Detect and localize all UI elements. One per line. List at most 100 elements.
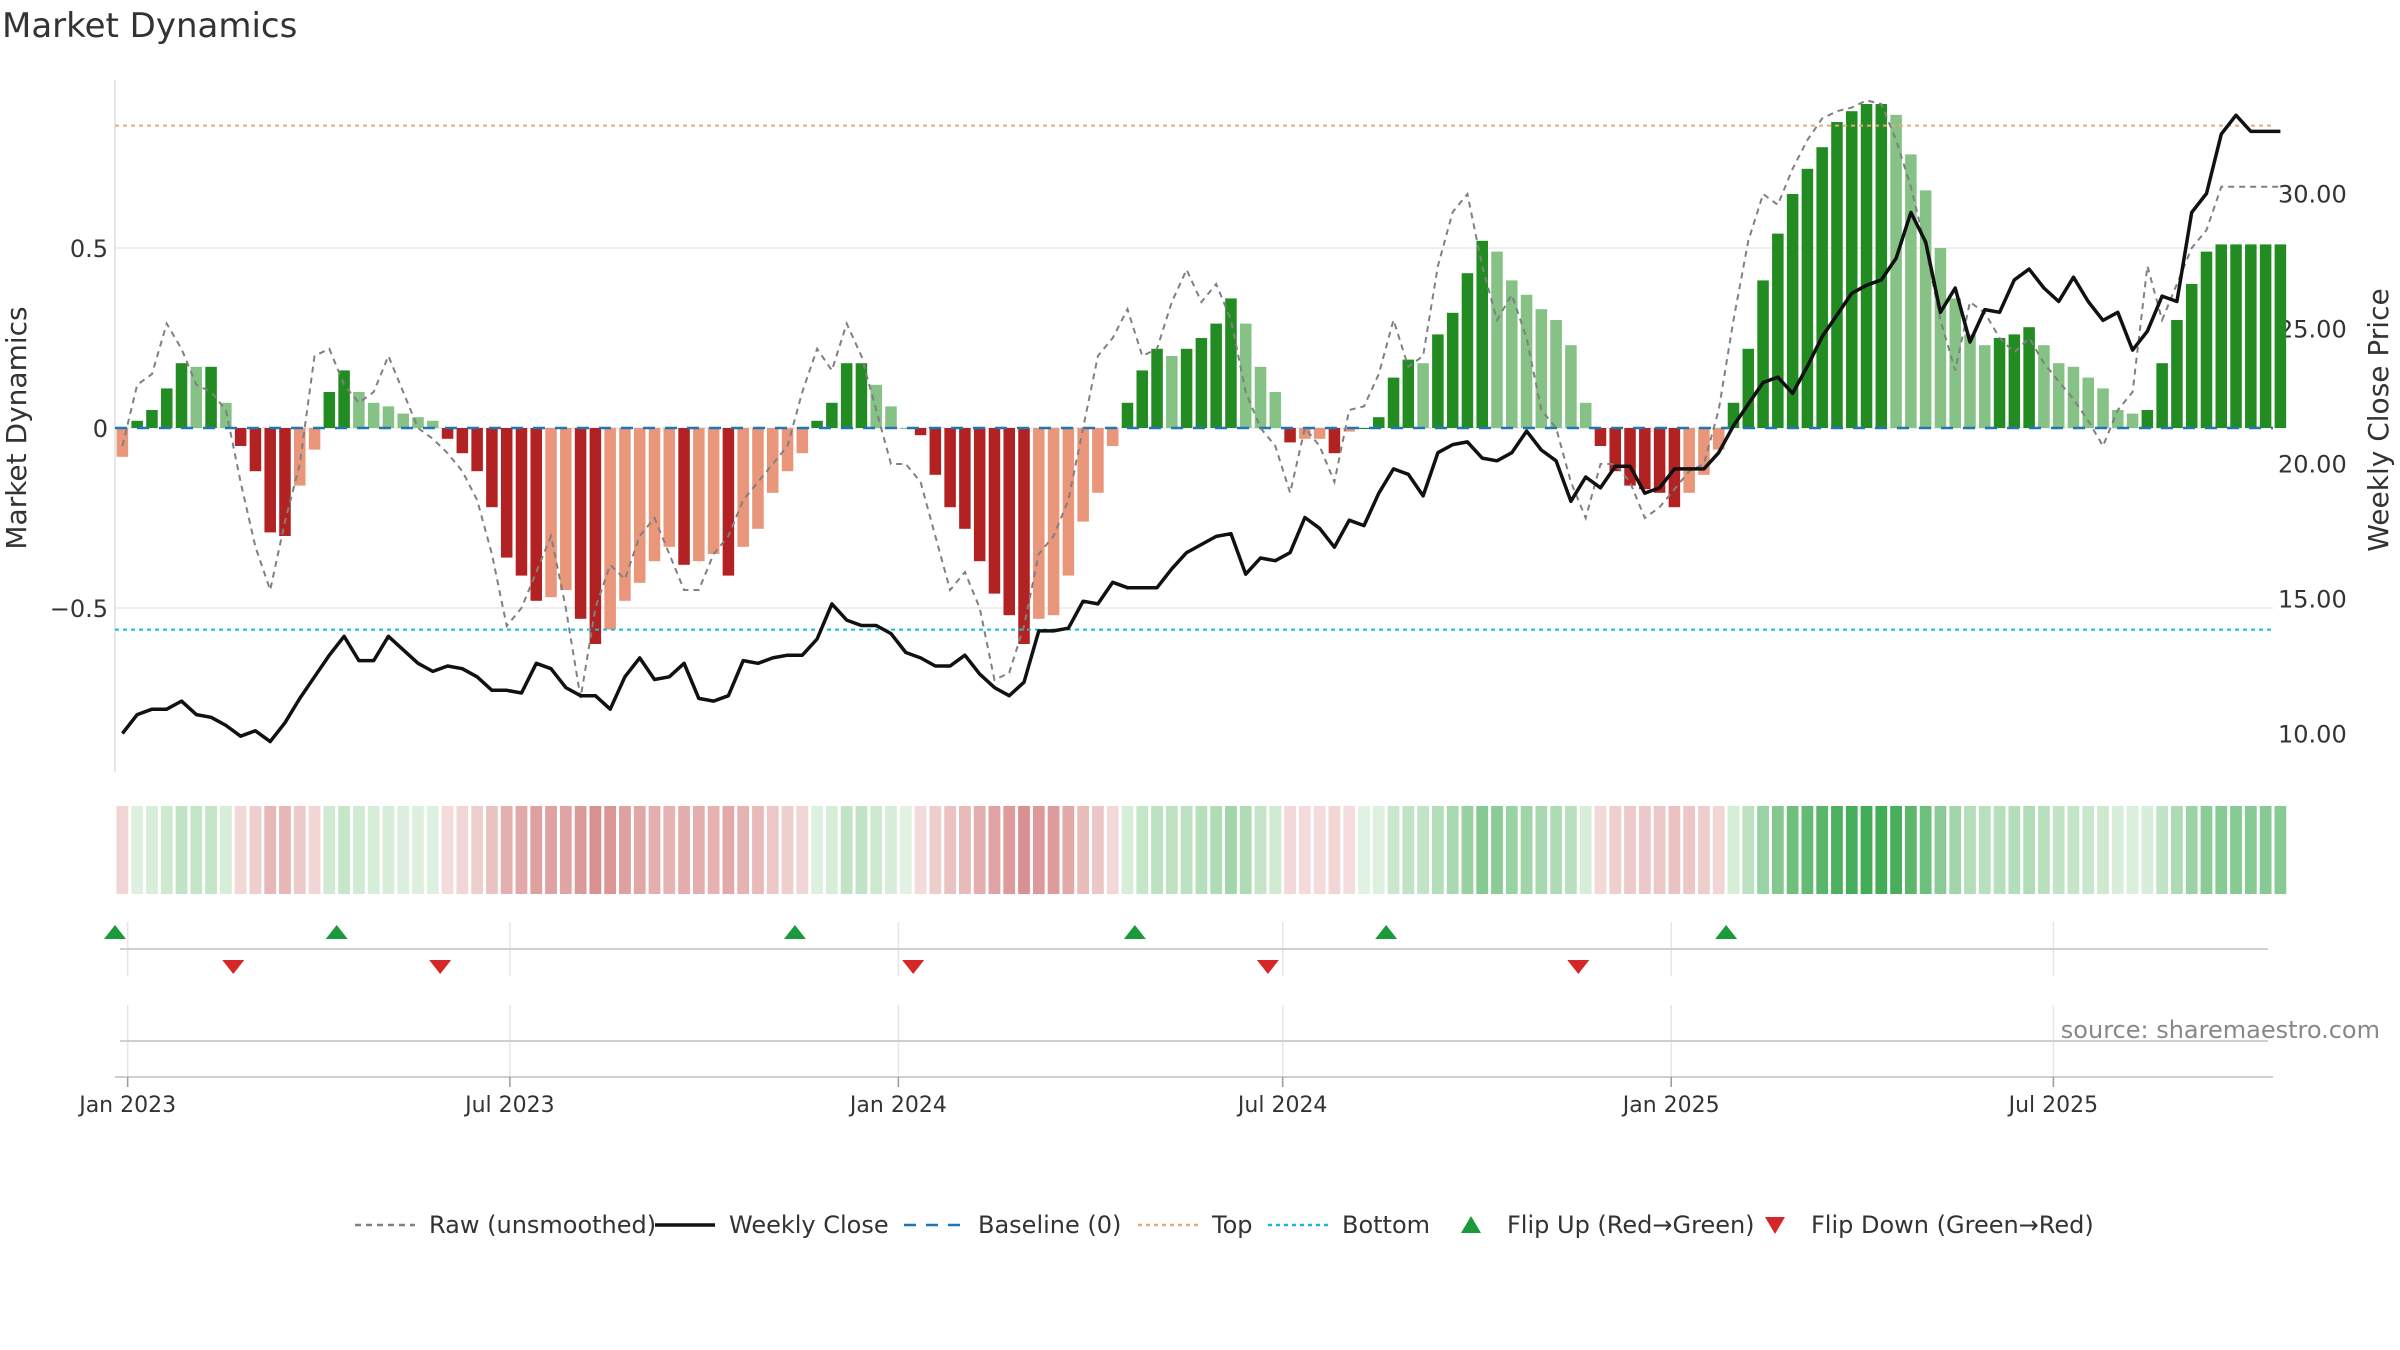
heat-cell bbox=[2067, 806, 2080, 894]
heat-cell bbox=[574, 806, 587, 894]
left-tick-label: 0 bbox=[93, 415, 108, 443]
bar bbox=[1964, 334, 1976, 428]
heat-cell bbox=[1698, 806, 1710, 894]
bar bbox=[486, 428, 498, 508]
heat-cell bbox=[1284, 806, 1296, 894]
heat-cell bbox=[678, 806, 690, 894]
heat-cell bbox=[2156, 806, 2169, 894]
heat-cell bbox=[1402, 806, 1415, 894]
right-tick-label: 20.00 bbox=[2278, 451, 2347, 479]
heat-cell bbox=[397, 806, 410, 894]
bar bbox=[1550, 320, 1562, 428]
heat-cell bbox=[1298, 806, 1311, 894]
x-tick-label: Jul 2024 bbox=[1236, 1093, 1328, 1118]
heat-cell bbox=[752, 806, 764, 894]
right-tick-label: 25.00 bbox=[2278, 316, 2347, 344]
bar bbox=[1816, 147, 1828, 428]
bar bbox=[2052, 363, 2065, 428]
bar bbox=[1195, 338, 1208, 428]
chart-title: Market Dynamics bbox=[2, 6, 298, 46]
heat-cell bbox=[1683, 806, 1696, 894]
left-tick-label: 0.5 bbox=[70, 235, 108, 263]
heat-cell bbox=[973, 806, 986, 894]
heat-cell bbox=[382, 806, 395, 894]
bar bbox=[2215, 244, 2228, 428]
heat-cell bbox=[367, 806, 380, 894]
bar bbox=[633, 428, 646, 583]
bar bbox=[1934, 248, 1947, 428]
bar bbox=[840, 363, 853, 428]
bar bbox=[1106, 428, 1119, 446]
bar bbox=[1358, 428, 1370, 429]
bar bbox=[397, 413, 409, 428]
bar bbox=[1993, 338, 2006, 428]
bar bbox=[1461, 273, 1474, 428]
bar bbox=[220, 402, 232, 428]
bar bbox=[1565, 345, 1577, 428]
heat-cell bbox=[116, 806, 129, 894]
heat-cell bbox=[648, 806, 661, 894]
bar bbox=[1860, 104, 1873, 428]
bar bbox=[353, 392, 365, 428]
heat-cell bbox=[1269, 806, 1282, 894]
heat-cell bbox=[2111, 806, 2124, 894]
bar bbox=[781, 428, 794, 472]
bar bbox=[1639, 428, 1651, 490]
flip-up-marker bbox=[325, 925, 348, 939]
heat-cell bbox=[1417, 806, 1429, 894]
legend-label: Weekly Close bbox=[729, 1211, 889, 1239]
heat-cell bbox=[870, 806, 883, 894]
bar bbox=[574, 428, 587, 619]
heat-cell bbox=[1505, 806, 1518, 894]
heat-cell bbox=[1801, 806, 1814, 894]
bar bbox=[604, 428, 616, 630]
heat-cell bbox=[2200, 806, 2213, 894]
heat-cell bbox=[308, 806, 321, 894]
bar bbox=[1210, 323, 1222, 428]
bar bbox=[2112, 410, 2124, 428]
heat-cell bbox=[619, 806, 631, 894]
legend-item: Weekly Close bbox=[655, 1211, 889, 1239]
heat-cell bbox=[1845, 806, 1858, 894]
bar bbox=[929, 428, 942, 475]
heat-cell bbox=[2141, 806, 2154, 894]
heat-cell bbox=[338, 806, 350, 894]
raw-series-line bbox=[121, 99, 2281, 699]
heat-cell bbox=[2259, 806, 2272, 894]
heat-cell bbox=[1712, 806, 1725, 894]
heat-cell bbox=[190, 806, 203, 894]
bar bbox=[2126, 413, 2139, 428]
heat-cell bbox=[426, 806, 439, 894]
heat-cell bbox=[1121, 806, 1134, 894]
bar bbox=[1033, 428, 1045, 619]
heat-cell bbox=[1875, 806, 1888, 894]
bar bbox=[382, 406, 395, 428]
flip-down-marker bbox=[1567, 960, 1590, 974]
bar bbox=[1151, 348, 1163, 428]
heat-cell bbox=[2008, 806, 2021, 894]
heat-cell bbox=[1106, 806, 1119, 894]
heat-cell bbox=[1594, 806, 1607, 894]
heat-cell bbox=[1609, 806, 1622, 894]
bar bbox=[545, 428, 557, 598]
bar bbox=[914, 428, 927, 436]
heat-cell bbox=[1491, 806, 1503, 894]
heat-cell bbox=[1831, 806, 1843, 894]
flip-up-marker bbox=[783, 925, 806, 939]
heat-cell bbox=[840, 806, 853, 894]
weekly-close-line bbox=[121, 113, 2281, 744]
bar bbox=[1402, 359, 1415, 428]
heat-cell bbox=[500, 806, 513, 894]
heat-cell bbox=[2038, 806, 2050, 894]
bar bbox=[1949, 298, 1961, 428]
bar bbox=[1742, 348, 1755, 428]
heat-cell bbox=[1993, 806, 2006, 894]
bar bbox=[338, 370, 350, 428]
flip-down-marker bbox=[1256, 960, 1279, 974]
heat-cell bbox=[2215, 806, 2228, 894]
bar bbox=[648, 428, 661, 562]
bar bbox=[2259, 244, 2272, 428]
bar bbox=[663, 428, 676, 547]
bar bbox=[1446, 312, 1459, 428]
